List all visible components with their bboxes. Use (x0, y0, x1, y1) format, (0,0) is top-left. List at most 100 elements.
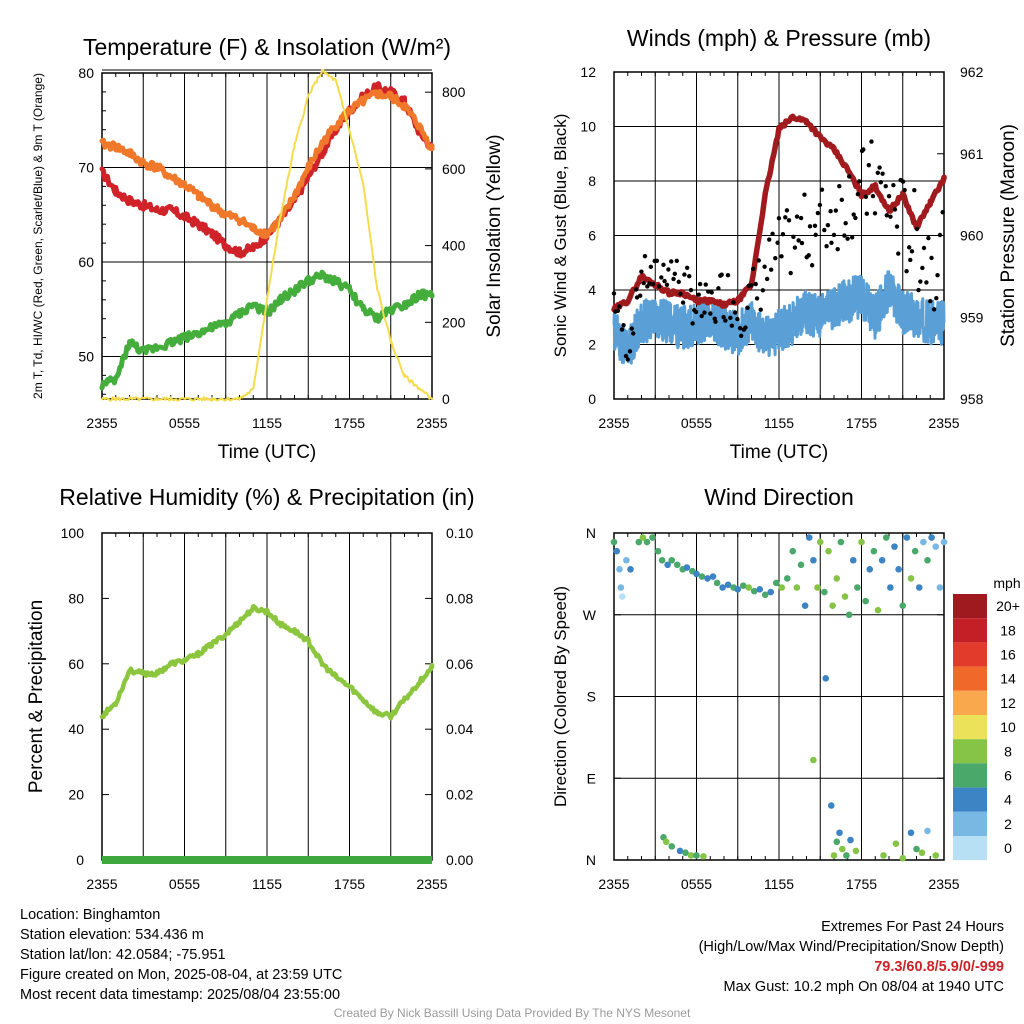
gust-point (703, 282, 708, 287)
legend-swatch (953, 594, 987, 619)
y2-tick-label: 0.06 (446, 656, 473, 672)
y2-tick-label: 400 (442, 238, 466, 254)
direction-point (845, 611, 853, 619)
location-label: Location: Binghamton (20, 907, 161, 923)
direction-point (837, 538, 845, 546)
y-tick-label: 70 (78, 159, 94, 175)
gust-point (716, 286, 721, 291)
direction-point (829, 602, 836, 609)
direction-point (724, 581, 732, 589)
x-tick-label: 1755 (334, 876, 365, 892)
gust-point (641, 280, 646, 286)
direction-point (924, 827, 931, 835)
legend-level-label: 10 (1000, 719, 1016, 735)
gust-point (656, 284, 662, 289)
gust-point (680, 300, 686, 305)
gust-point (676, 279, 681, 285)
y2-tick-label: 962 (960, 64, 984, 80)
gust-point (693, 309, 699, 315)
direction-point (668, 556, 676, 564)
gust-point (796, 238, 801, 243)
x-tick-label: 1755 (334, 415, 365, 431)
x-tick-label: 1155 (764, 415, 794, 431)
gust-point (870, 193, 876, 199)
gust-point (725, 273, 731, 278)
legend-swatch (953, 836, 987, 861)
gust-point (648, 264, 654, 270)
x-axis-label: Time (UTC) (730, 442, 829, 463)
gust-point (872, 211, 878, 216)
direction-point (713, 579, 721, 587)
legend-swatch (953, 618, 987, 643)
gust-point (743, 325, 748, 330)
direction-point (932, 852, 940, 859)
gust-point (719, 272, 724, 277)
direction-point (874, 606, 882, 614)
direction-point (843, 852, 850, 859)
x-tick-label: 0555 (169, 876, 200, 892)
panel-1: Temperature (F) & Insolation (W/m²) 2355 0… (31, 34, 505, 463)
y-tick-label: 60 (68, 656, 84, 672)
gust-point (702, 310, 707, 315)
gust-point (625, 357, 630, 362)
panel-2: Winds (mph) & Pressure (mb) 2355 0555 1155 1… (551, 25, 1019, 463)
y2-tick-label: 959 (960, 309, 984, 325)
direction-point (664, 561, 671, 569)
gust-point (664, 282, 670, 288)
y-axis-label: Sonic Wind & Gust (Blue, Black) (551, 114, 570, 358)
y2-tick-label: 0.00 (446, 852, 473, 868)
gust-point (713, 319, 718, 324)
legend-level-label: 12 (1000, 695, 1016, 711)
gust-point (914, 226, 920, 232)
legend-level-label: 18 (1000, 622, 1016, 638)
gust-point (623, 353, 629, 359)
direction-point (887, 584, 894, 591)
y-tick-label: 2 (588, 337, 596, 353)
direction-point (816, 538, 824, 546)
x-tick-label: 2355 (86, 876, 117, 892)
gust-point (877, 165, 882, 170)
gust-point (749, 283, 754, 288)
gust-point (654, 258, 660, 264)
y-tick-label: 80 (68, 590, 84, 606)
gust-point (662, 278, 667, 284)
gust-point (807, 224, 813, 229)
gust-point (886, 194, 892, 199)
y2-tick-label: 0 (442, 391, 450, 407)
y2-tick-label: 200 (442, 314, 466, 330)
series-pressure-line (611, 113, 947, 313)
x-tick-label: 1155 (764, 876, 794, 892)
direction-point (825, 547, 832, 555)
gust-point (708, 311, 713, 316)
gust-point (794, 214, 800, 219)
gust-point (619, 327, 625, 332)
gust-point (751, 266, 756, 272)
gust-point (937, 232, 943, 238)
direction-point (827, 802, 835, 809)
legend-unit: mph (993, 575, 1020, 591)
y-tick-label: 50 (78, 348, 94, 364)
extremes-values: 79.3/60.8/5.9/0/-999 (874, 959, 1004, 975)
y2-tick-label: 0.10 (446, 525, 473, 541)
gust-point (621, 322, 626, 328)
gust-point (866, 162, 872, 168)
y-tick-label: 80 (78, 65, 94, 81)
panel-title: Wind Direction (704, 484, 854, 510)
direction-point (789, 547, 797, 555)
y2-tick-label: 958 (960, 391, 984, 407)
gust-point (745, 305, 750, 310)
recent-data-label: Most recent data timestamp: 2025/08/04 2… (20, 987, 341, 1003)
legend-swatch (953, 666, 987, 691)
direction-point (849, 556, 857, 564)
y2-tick-label: 800 (442, 84, 466, 100)
gust-point (783, 215, 788, 220)
gust-point (788, 270, 793, 276)
gust-point (904, 269, 909, 274)
y-tick-label: 12 (580, 64, 596, 80)
y2-tick-label: 0.08 (446, 590, 473, 606)
y-tick-label: 20 (68, 787, 84, 803)
x-tick-label: 1155 (252, 876, 282, 892)
gust-point (831, 232, 837, 238)
legend-level-label: 20+ (996, 598, 1020, 614)
direction-point (649, 534, 656, 541)
